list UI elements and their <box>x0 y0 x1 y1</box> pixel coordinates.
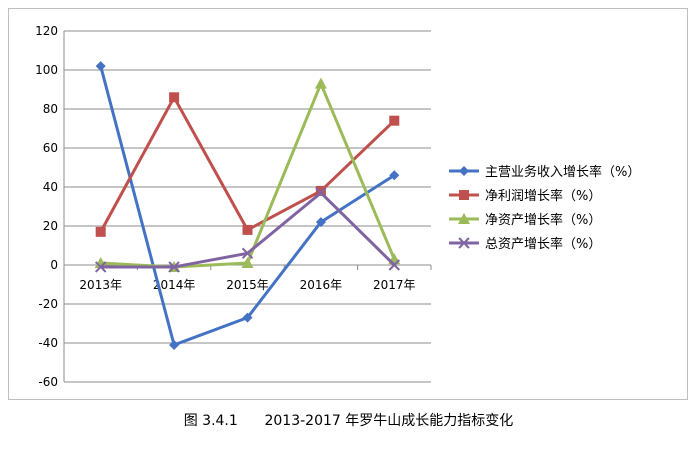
figure-caption: 图 3.4.1 2013-2017 年罗牛山成长能力指标变化 <box>183 413 514 429</box>
data-point <box>241 247 254 260</box>
legend-marker <box>459 166 469 176</box>
y-tick-label: 60 <box>43 141 58 155</box>
y-tick-label: 80 <box>43 102 58 116</box>
y-tick-label: 100 <box>35 63 58 77</box>
series-4 <box>94 187 401 273</box>
x-marker-stroke <box>241 247 254 260</box>
x-marker-stroke <box>458 237 470 249</box>
legend: 主营业务收入增长率（%） 净利润增长率（%） 净资产增长率（%） 总资产增长率（%） <box>449 164 640 252</box>
series-1 <box>95 61 400 350</box>
data-point <box>315 185 326 196</box>
series-3 <box>94 77 401 272</box>
data-point <box>95 61 106 72</box>
legend-marker <box>458 237 470 249</box>
x-marker-stroke <box>315 187 327 199</box>
x-tick-label: 2013年 <box>79 278 122 292</box>
y-tick-label: 20 <box>43 219 58 233</box>
legend-entry: 总资产增长率（%） <box>449 236 601 252</box>
legend-entry: 净利润增长率（%） <box>449 188 601 204</box>
legend-label: 净资产增长率（%） <box>485 212 601 228</box>
legend-label: 主营业务收入增长率（%） <box>485 164 640 180</box>
y-tick-label: 40 <box>43 180 58 194</box>
data-point <box>315 187 327 199</box>
x-tick-label: 2016年 <box>300 278 343 292</box>
x-marker-stroke <box>388 259 401 271</box>
line-chart: -60 -40 -20 0 20 40 60 80 100 120 2013年 2014年 2015年 2… <box>35 24 640 389</box>
series-2 <box>95 92 400 237</box>
y-tick-label: 120 <box>35 24 58 38</box>
legend-marker <box>459 190 469 200</box>
data-point <box>389 170 400 181</box>
data-point <box>389 115 400 126</box>
data-point <box>242 312 253 323</box>
data-point <box>95 226 106 237</box>
legend-entry: 主营业务收入增长率（%） <box>449 164 640 180</box>
data-point <box>241 257 254 269</box>
data-point <box>242 224 253 235</box>
x-tick-label: 2015年 <box>226 278 269 292</box>
y-tick-label: -20 <box>38 297 58 311</box>
data-point <box>315 217 326 228</box>
series-line <box>99 95 396 233</box>
y-tick-label: -60 <box>38 375 58 389</box>
series-line <box>100 82 396 269</box>
data-point <box>314 77 327 89</box>
gridlines <box>64 30 431 383</box>
legend-label: 净利润增长率（%） <box>485 188 601 204</box>
x-tick-label: 2014年 <box>153 278 196 292</box>
y-tick-label: 0 <box>50 258 58 272</box>
series-lines <box>94 61 401 350</box>
axes: -60 -40 -20 0 20 40 60 80 100 120 2013年 2014年 2015年 2… <box>35 24 432 389</box>
data-point <box>169 339 180 350</box>
chart-frame: -60 -40 -20 0 20 40 60 80 100 120 2013年 2014年 2015年 2… <box>8 8 688 400</box>
data-point <box>169 92 180 103</box>
x-tick-label: 2017年 <box>373 278 416 292</box>
data-point <box>94 261 107 273</box>
legend-marker <box>458 213 470 224</box>
y-tick-label: -40 <box>38 336 58 350</box>
legend-entry: 净资产增长率（%） <box>449 212 601 228</box>
legend-label: 总资产增长率（%） <box>485 236 601 252</box>
series-line <box>99 65 396 347</box>
data-point <box>168 261 180 273</box>
x-marker-stroke <box>94 261 107 273</box>
data-point <box>388 259 401 271</box>
x-marker-stroke <box>168 261 180 273</box>
